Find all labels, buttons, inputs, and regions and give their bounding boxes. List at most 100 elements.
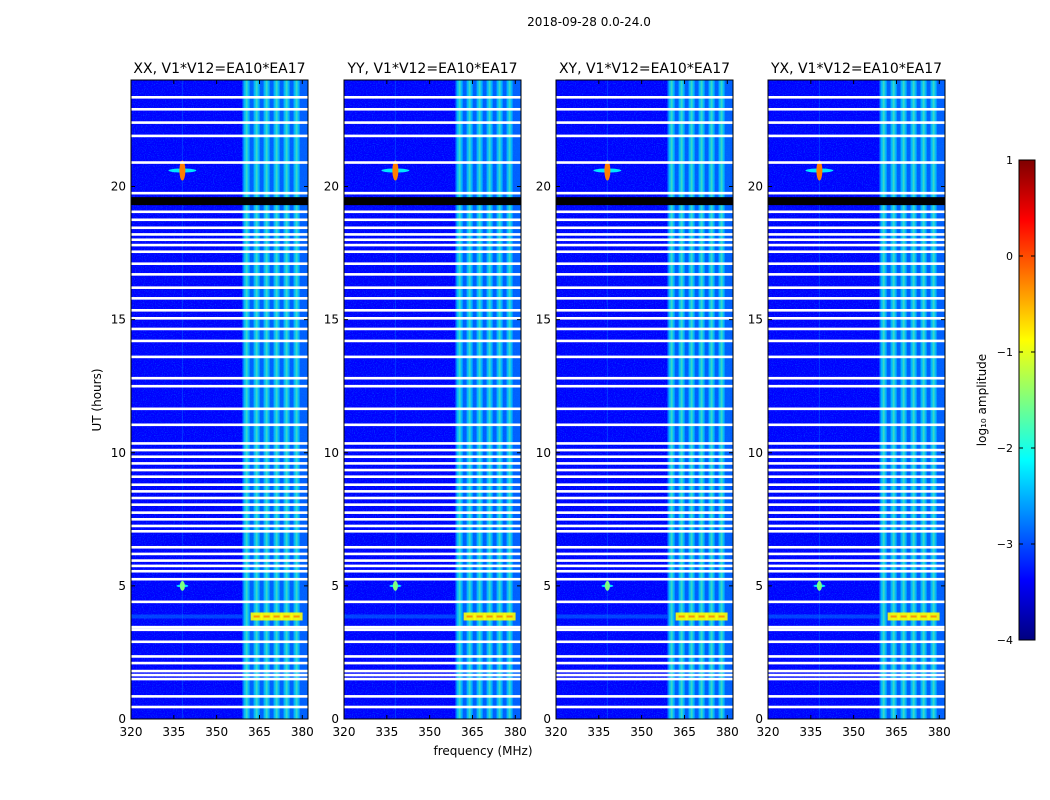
flagged-row	[344, 490, 521, 493]
colorbar-label: log₁₀ amplitude	[975, 354, 989, 446]
y-tick-label: 0	[118, 712, 126, 726]
flagged-row	[344, 355, 521, 359]
rfi-channel	[476, 80, 483, 719]
flagged-row	[556, 238, 733, 242]
flagged-row	[556, 677, 733, 681]
flagged-row	[768, 705, 945, 709]
flagged-row	[556, 695, 733, 698]
flagged-row	[768, 669, 945, 673]
rfi-channel-core	[498, 80, 501, 719]
flagged-row	[768, 233, 945, 236]
broadband-rfi	[344, 614, 456, 619]
flagged-row	[556, 407, 733, 411]
x-tick-label: 365	[885, 725, 908, 739]
flagged-row	[131, 695, 308, 698]
data-gap	[556, 197, 733, 206]
flagged-row	[556, 210, 733, 214]
flagged-row	[344, 218, 521, 222]
x-tick-label: 350	[205, 725, 228, 739]
y-axis-label: UT (hours)	[90, 368, 104, 431]
flagged-row	[768, 628, 945, 632]
colorbar-tick-label: −4	[997, 634, 1013, 647]
flagged-row	[131, 262, 308, 266]
flagged-row	[344, 210, 521, 214]
flagged-row	[556, 233, 733, 236]
flagged-row	[344, 273, 521, 276]
flagged-row	[344, 511, 521, 514]
flagged-row	[131, 161, 308, 164]
colorbar-tick-label: −2	[997, 442, 1013, 455]
flagged-row	[344, 462, 521, 465]
flagged-row	[556, 161, 733, 164]
flagged-row	[768, 625, 945, 629]
flagged-row	[768, 423, 945, 427]
flagged-row	[556, 475, 733, 479]
flagged-row	[131, 238, 308, 242]
flagged-row	[556, 462, 733, 465]
broadband-rfi	[131, 614, 243, 619]
flagged-row	[344, 407, 521, 411]
flagged-row	[344, 161, 521, 164]
flagged-row	[768, 661, 945, 665]
spectrogram-panels: XX, V1*V12=EA10*EA17 320 335 350 365 380 0 5 10 1…	[111, 61, 951, 739]
flagged-row	[768, 640, 945, 644]
rfi-channel	[890, 80, 897, 719]
flagged-row	[556, 559, 733, 562]
spur-burst	[392, 160, 399, 181]
flagged-row	[768, 529, 945, 533]
y-tick-label: 15	[748, 313, 763, 327]
rfi-channel	[486, 80, 493, 719]
rfi-channel-core	[255, 80, 258, 719]
flagged-row	[768, 559, 945, 562]
flagged-row	[556, 518, 733, 521]
flagged-row	[344, 376, 521, 380]
rfi-channel	[718, 80, 725, 719]
rfi-channel-core	[720, 80, 723, 719]
flagged-row	[556, 243, 733, 247]
spur-burst	[604, 160, 611, 181]
flagged-row	[768, 238, 945, 242]
y-tick-label: 10	[111, 446, 126, 460]
spur-burst	[604, 580, 610, 591]
flagged-row	[131, 468, 308, 472]
flagged-row	[768, 297, 945, 300]
flagged-row	[556, 640, 733, 644]
y-tick-label: 20	[536, 180, 551, 194]
rfi-channel-core	[892, 80, 895, 719]
flagged-row	[131, 233, 308, 236]
flagged-row	[768, 316, 945, 320]
strong-rfi-core	[466, 615, 473, 618]
flagged-row	[344, 327, 521, 331]
flagged-row	[556, 655, 733, 658]
y-tick-label: 5	[755, 579, 763, 593]
flagged-row	[556, 218, 733, 222]
flagged-row	[344, 448, 521, 452]
strong-rfi-core	[273, 615, 280, 618]
rfi-channel	[466, 80, 473, 719]
data-gap	[344, 197, 521, 206]
x-tick-label: 380	[716, 725, 739, 739]
rfi-channel-core	[932, 80, 935, 719]
flagged-row	[344, 705, 521, 709]
spur-burst	[179, 160, 186, 181]
flagged-row	[344, 496, 521, 500]
spur-burst	[816, 160, 823, 181]
flagged-row	[768, 96, 945, 99]
panel-xy: XY, V1*V12=EA10*EA17 320 335 350 365 380 0 5 10 1…	[536, 61, 739, 739]
flagged-row	[131, 661, 308, 665]
flagged-row	[131, 107, 308, 111]
x-tick-label: 380	[291, 725, 314, 739]
flagged-row	[344, 423, 521, 427]
strong-rfi-core	[283, 615, 290, 618]
flagged-row	[556, 564, 733, 568]
strong-rfi-core	[890, 615, 897, 618]
flagged-row	[131, 524, 308, 528]
y-tick-label: 0	[755, 712, 763, 726]
flagged-row	[556, 569, 733, 573]
flagged-row	[131, 705, 308, 709]
flagged-row	[131, 640, 308, 644]
x-tick-label: 380	[504, 725, 527, 739]
rfi-channel	[930, 80, 937, 719]
strong-rfi-core	[688, 615, 695, 618]
flagged-row	[131, 628, 308, 632]
